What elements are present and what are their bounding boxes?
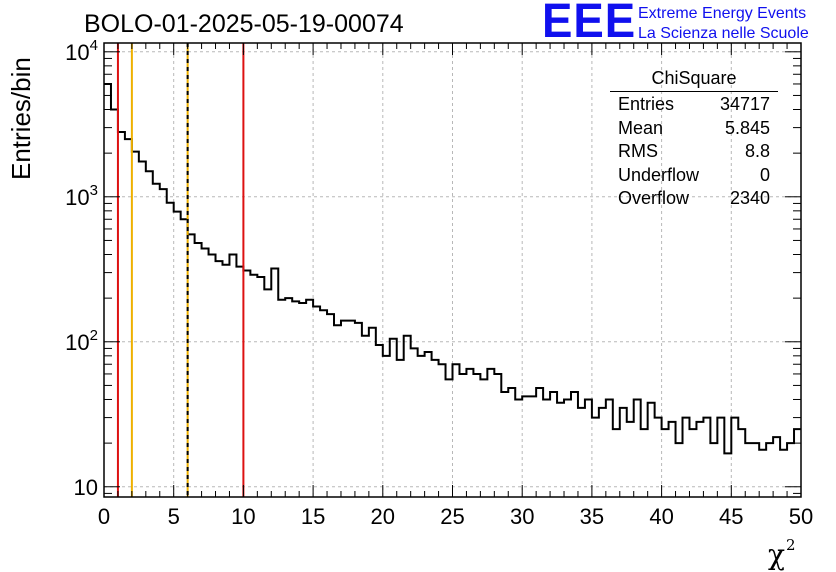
stats-value: 34717 [719,94,770,114]
x-tick-label: 20 [371,504,395,529]
stats-row-rms: RMS 8.8 [610,140,778,164]
x-axis-label: χ2 [768,536,796,571]
stats-value: 2340 [729,188,770,208]
stats-label: Underflow [618,164,700,185]
y-tick-label: 104 [65,37,98,65]
x-tick-label: 15 [301,504,325,529]
eee-logo: EEE [542,0,637,48]
stats-value: 0 [759,164,770,185]
chart-title: BOLO-01-2025-05-19-00074 [84,10,404,38]
y-tick-label: 102 [65,327,98,355]
x-tick-label: 0 [98,504,110,529]
y-axis-label: Entries/bin [6,57,36,180]
x-axis-label-chi: χ [768,538,785,571]
stats-row-entries: Entries 34717 [610,93,778,117]
x-tick-label: 45 [719,504,743,529]
stats-box: ChiSquare Entries 34717 Mean 5.845 RMS 8… [610,68,778,211]
histogram-series [104,82,801,455]
y-tick-label: 10 [74,475,98,500]
stats-row-overflow: Overflow 2340 [610,187,778,211]
stats-value: 5.845 [724,117,770,138]
stats-row-mean: Mean 5.845 [610,117,778,141]
x-tick-label: 40 [649,504,673,529]
x-tick-label: 30 [510,504,534,529]
stats-title: ChiSquare [610,68,778,92]
x-axis-label-exponent: 2 [785,536,796,554]
stats-label: Entries [618,94,675,114]
x-tick-label: 10 [231,504,255,529]
stats-value: 8.8 [744,141,770,161]
stats-label: Mean [618,117,664,138]
x-tick-label: 25 [440,504,464,529]
y-tick-label: 103 [65,182,98,210]
x-tick-label: 5 [168,504,180,529]
x-tick-label: 35 [580,504,604,529]
logo-line-2: La Scienza nelle Scuole [638,25,809,42]
x-tick-label: 50 [789,504,813,529]
stats-label: Overflow [618,188,690,208]
logo-line-1: Extreme Energy Events [638,5,807,22]
stats-label: RMS [618,141,658,161]
stats-row-underflow: Underflow 0 [610,164,778,188]
